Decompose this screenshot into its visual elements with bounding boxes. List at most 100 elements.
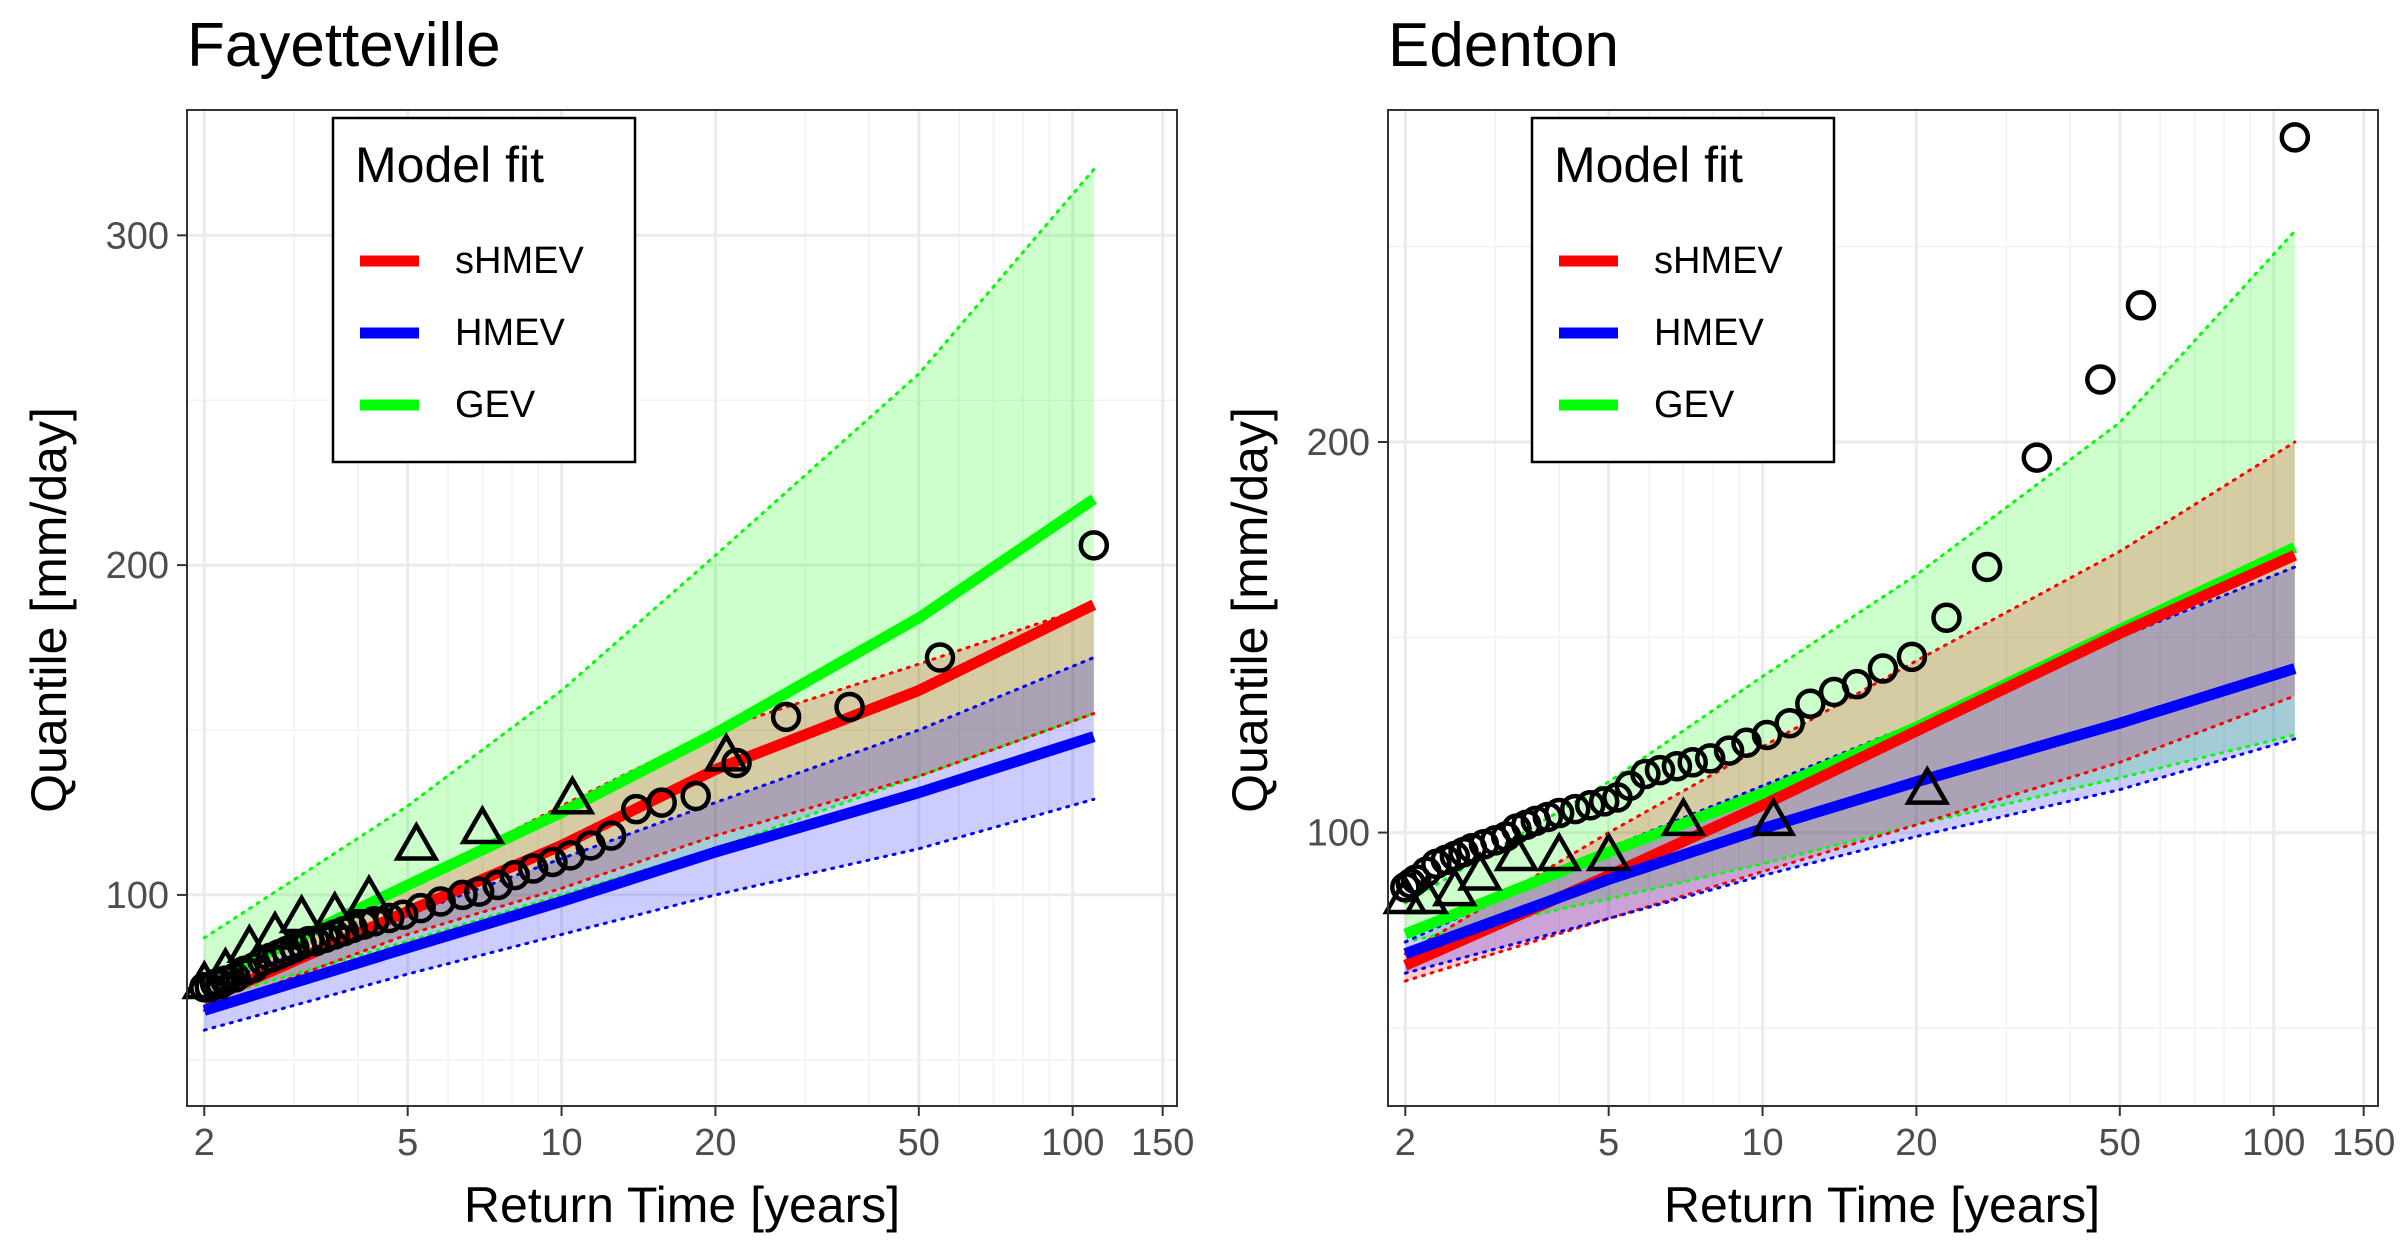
bound-lower-hmev [1403, 737, 2297, 975]
observed-circle [2279, 122, 2311, 153]
x-tick-label: 2 [1395, 1122, 1416, 1164]
observed-triangle [346, 873, 392, 914]
observed-circle [1543, 797, 1575, 829]
observed-triangle [202, 946, 249, 987]
panel-edenton: Edenton Quantile [mm/day] Return Time [y… [1222, 11, 2395, 1233]
panel-fayetteville: Fayetteville Quantile [mm/day] Return Ti… [21, 11, 1194, 1233]
x-tick-label: 100 [1041, 1122, 1104, 1164]
observed-triangle [393, 820, 440, 861]
observed-circle [1931, 602, 1962, 634]
observed-triangle [1403, 874, 1450, 915]
observed-circle [1588, 786, 1620, 817]
observed-circle [1713, 735, 1745, 766]
x-tick-label: 100 [2242, 1122, 2305, 1164]
observed-circle [1841, 668, 1873, 700]
observed-triangle [1904, 765, 1951, 805]
observed-triangle [1660, 796, 1707, 837]
legend: Model fit sHMEV HMEV GEV [331, 116, 637, 464]
plot-area: 2 5 10 20 50 100 150 100 200 [1307, 109, 2395, 1164]
observed-circle [387, 899, 419, 930]
line-hmev [202, 731, 1096, 1016]
observed-triangle [703, 731, 750, 772]
observed-circle [1896, 641, 1928, 673]
observed-triangle [459, 804, 506, 845]
observed-circle [1677, 747, 1708, 778]
observed-circle [1971, 551, 2003, 583]
observed-triangle [278, 893, 325, 934]
legend: Model fit sHMEV HMEV GEV [1530, 116, 1836, 464]
bound-lower-gev [1403, 733, 2297, 944]
legend-title: Model fit [1554, 137, 1743, 193]
plot-area: 2 5 10 20 50 100 150 100 200 300 [106, 109, 1194, 1164]
observed-circle [1559, 793, 1591, 825]
plot-border [186, 109, 1178, 1107]
chart-title: Fayetteville [187, 11, 501, 80]
observed-circle [646, 787, 677, 818]
y-axis-label: Quantile [mm/day] [21, 407, 77, 813]
plot-border [1387, 109, 2379, 1107]
observed-circle [358, 906, 390, 937]
observed-triangle [1750, 796, 1797, 837]
observed-circle [447, 879, 478, 911]
x-tick-label: 20 [1895, 1122, 1937, 1164]
x-tick-label: 10 [540, 1122, 582, 1164]
observed-circle [1630, 758, 1661, 790]
line-hmev [1403, 663, 2297, 959]
bound-lower-hmev [202, 797, 1096, 1032]
observed-circle [482, 869, 513, 901]
observed-circle [1867, 653, 1899, 684]
x-tick-label: 2 [194, 1122, 215, 1164]
observed-circle [2021, 442, 2053, 473]
x-tick-label: 150 [1131, 1122, 1194, 1164]
observed-triangle [1536, 831, 1583, 872]
y-axis-label: Quantile [mm/day] [1222, 407, 1278, 813]
observed-circle [373, 902, 405, 934]
x-tick-label: 5 [1598, 1122, 1619, 1164]
legend-label-gev: GEV [455, 384, 536, 426]
legend-title: Model fit [355, 137, 544, 193]
observed-circle [770, 701, 802, 733]
ribbon-gev [1405, 231, 2295, 942]
observed-circle [1661, 750, 1693, 782]
y-tick-label: 100 [106, 875, 169, 917]
y-tick-label: 200 [106, 545, 169, 587]
legend-label-shmev: sHMEV [1654, 240, 1783, 282]
y-tick-label: 200 [1307, 422, 1370, 464]
observed-circle [517, 853, 549, 884]
line-shmev [202, 599, 1097, 1006]
y-tick-label: 100 [1307, 813, 1370, 855]
legend-label-hmev: HMEV [1654, 312, 1764, 354]
observed-circle [1078, 530, 1110, 561]
legend-label-gev: GEV [1654, 384, 1735, 426]
observed-circle [924, 642, 956, 673]
observed-triangle [1585, 831, 1632, 872]
bound-lower-shmev [202, 712, 1096, 1012]
x-tick-label: 20 [694, 1122, 736, 1164]
observed-triangle [181, 959, 228, 1000]
chart-title: Edenton [1388, 11, 1619, 80]
legend-label-shmev: sHMEV [455, 240, 584, 282]
observed-circle [595, 820, 627, 851]
observed-circle [1795, 688, 1826, 719]
x-axis-label: Return Time [years] [1664, 1177, 2100, 1233]
observed-circle [1574, 789, 1606, 821]
x-tick-label: 50 [898, 1122, 940, 1164]
observed-triangle [1457, 851, 1503, 891]
bound-upper-gev [1403, 229, 2297, 905]
observed-triangle [311, 890, 358, 930]
x-tick-label: 10 [1741, 1122, 1783, 1164]
x-tick-label: 150 [2332, 1122, 2395, 1164]
line-gev [201, 494, 1097, 989]
bound-upper-shmev [1403, 440, 2297, 956]
observed-circle [537, 846, 568, 878]
y-tick-label: 300 [106, 215, 169, 257]
observed-circle [463, 876, 495, 907]
observed-circle [499, 859, 531, 891]
observed-triangle [1493, 831, 1540, 872]
legend-label-hmev: HMEV [455, 312, 565, 354]
x-tick-label: 50 [2099, 1122, 2141, 1164]
x-axis-label: Return Time [years] [464, 1177, 900, 1233]
observed-circle [2085, 364, 2116, 395]
observed-triangle [549, 774, 596, 815]
